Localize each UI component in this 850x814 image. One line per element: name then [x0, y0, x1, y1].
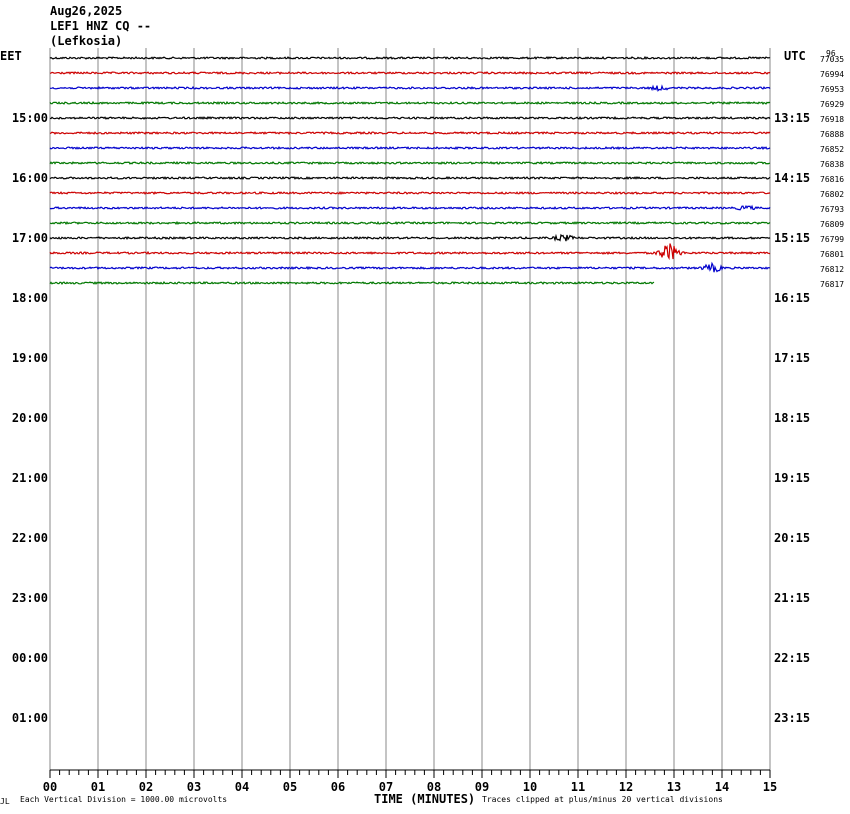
right-hour-label: 23:15: [774, 711, 810, 725]
trace-line: [49, 71, 771, 75]
trace-line: [49, 243, 771, 261]
x-tick-label: 09: [475, 780, 489, 794]
left-hour-label: 01:00: [12, 711, 48, 725]
left-hour-label: 22:00: [12, 531, 48, 545]
x-tick-label: 10: [523, 780, 537, 794]
trace-level-label: 76817: [820, 280, 844, 289]
logo-mark: JL: [0, 797, 10, 806]
left-hour-label: 00:00: [12, 651, 48, 665]
x-tick-label: 02: [139, 780, 153, 794]
right-hour-label: 17:15: [774, 351, 810, 365]
x-tick-label: 06: [331, 780, 345, 794]
plot-date: Aug26,2025: [50, 4, 123, 18]
right-timezone-label: UTC: [784, 49, 806, 63]
trace-level-label: 76994: [820, 70, 844, 79]
left-hour-label: 16:00: [12, 171, 48, 185]
station-location: (Lefkosia): [50, 34, 123, 48]
trace-line: [49, 55, 771, 60]
trace-line: [49, 204, 771, 211]
trace-level-label: 76888: [820, 130, 844, 139]
left-hour-label: 21:00: [12, 471, 48, 485]
left-hour-label: 19:00: [12, 351, 48, 365]
trace-level-label: 76801: [820, 250, 844, 259]
x-tick-label: 14: [715, 780, 729, 794]
trace-line: [49, 191, 771, 196]
clip-note: Traces clipped at plus/minus 20 vertical…: [482, 795, 723, 804]
x-tick-label: 03: [187, 780, 201, 794]
right-hour-label: 14:15: [774, 171, 810, 185]
right-hour-label: 22:15: [774, 651, 810, 665]
trace-level-label: 76953: [820, 85, 844, 94]
x-tick-label: 00: [43, 780, 57, 794]
trace-line: [49, 131, 771, 136]
x-tick-label: 12: [619, 780, 633, 794]
trace-line: [49, 116, 771, 120]
x-tick-label: 11: [571, 780, 585, 794]
trace-level-label: 76802: [820, 190, 844, 199]
right-hour-label: 19:15: [774, 471, 810, 485]
trace-level-label: 77035: [820, 55, 844, 64]
trace-level-label: 76838: [820, 160, 844, 169]
x-axis-title: TIME (MINUTES): [374, 792, 476, 806]
trace-line: [49, 175, 771, 180]
x-tick-label: 13: [667, 780, 681, 794]
x-tick-label: 07: [379, 780, 393, 794]
right-hour-label: 18:15: [774, 411, 810, 425]
trace-level-label: 76852: [820, 145, 844, 154]
trace-line: [49, 220, 771, 226]
left-hour-label: 15:00: [12, 111, 48, 125]
right-hour-label: 20:15: [774, 531, 810, 545]
right-hour-label: 15:15: [774, 231, 810, 245]
left-hour-label: 20:00: [12, 411, 48, 425]
trace-line: [49, 281, 655, 285]
trace-level-label: 76816: [820, 175, 844, 184]
trace-level-label: 76918: [820, 115, 844, 124]
left-hour-label: 18:00: [12, 291, 48, 305]
x-tick-label: 05: [283, 780, 297, 794]
trace-line: [49, 100, 771, 106]
trace-level-label: 76799: [820, 235, 844, 244]
x-tick-label: 01: [91, 780, 105, 794]
right-hour-label: 16:15: [774, 291, 810, 305]
right-hour-label: 21:15: [774, 591, 810, 605]
left-hour-label: 23:00: [12, 591, 48, 605]
trace-line: [49, 145, 771, 151]
trace-level-label: 76809: [820, 220, 844, 229]
trace-level-label: 76929: [820, 100, 844, 109]
division-note: Each Vertical Division = 1000.00 microvo…: [20, 795, 228, 804]
x-tick-label: 15: [763, 780, 777, 794]
trace-line: [49, 233, 771, 242]
corner-label: 96: [826, 49, 836, 58]
trace-line: [50, 84, 771, 92]
trace-level-label: 76812: [820, 265, 844, 274]
station-code: LEF1 HNZ CQ --: [50, 19, 152, 33]
trace-level-label: 76793: [820, 205, 844, 214]
x-tick-label: 04: [235, 780, 249, 794]
left-hour-label: 17:00: [12, 231, 48, 245]
left-timezone-label: EET: [0, 49, 22, 63]
x-tick-label: 08: [427, 780, 441, 794]
right-hour-label: 13:15: [774, 111, 810, 125]
trace-line: [49, 261, 771, 273]
trace-line: [49, 160, 771, 166]
